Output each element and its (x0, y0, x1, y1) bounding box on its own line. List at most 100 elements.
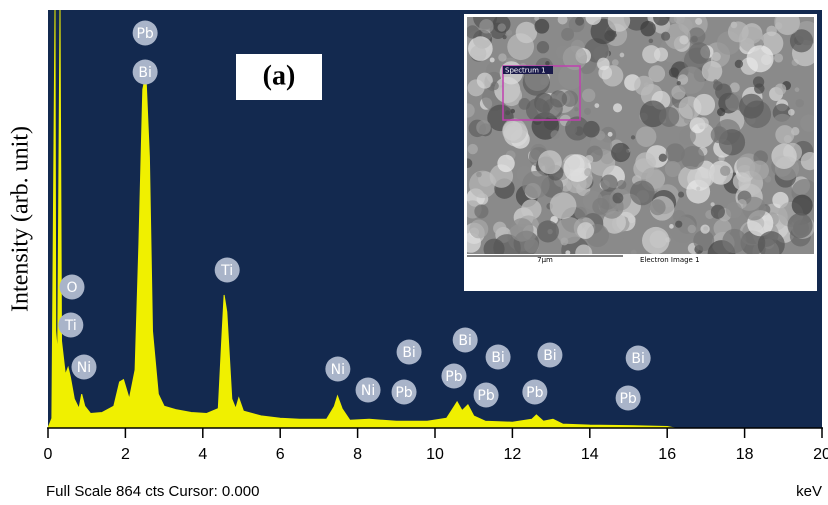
sem-grain (661, 32, 670, 41)
scale-label: 7µm (537, 256, 553, 264)
x-tick-label: 8 (353, 446, 362, 463)
sem-grain (476, 120, 491, 135)
sem-grain (537, 41, 549, 53)
sem-grain (510, 218, 534, 242)
sem-grain (669, 67, 679, 77)
sem-grain (678, 192, 684, 198)
inset: Spectrum 1 7µm Electron Image 1 (461, 5, 819, 291)
sem-grain (722, 229, 746, 253)
sem-grain (476, 172, 482, 178)
peak-label: Bi (458, 333, 472, 349)
sem-grain (715, 84, 732, 101)
sem-grain (613, 103, 622, 112)
x-tick-label: 6 (276, 446, 285, 463)
x-tick-label: 16 (658, 446, 676, 463)
sem-grain (537, 220, 559, 242)
panel-label: (a) (263, 60, 296, 91)
sem-grain (516, 22, 537, 43)
sem-grain (526, 98, 550, 122)
y-axis-label: Intensity (arb. unit) (8, 126, 34, 312)
sem-grain (634, 76, 654, 96)
sem-grain (642, 45, 660, 63)
sem-grain (640, 21, 655, 36)
sem-grain (775, 125, 794, 144)
sem-grain (575, 17, 584, 26)
sem-grain (688, 225, 696, 233)
sem-grain (574, 107, 578, 111)
sem-grain (550, 90, 567, 107)
sem-grain (498, 23, 506, 31)
sem-grain (616, 147, 629, 160)
sem-grain (735, 60, 743, 68)
x-tick-label: 20 (813, 446, 828, 463)
peak-label: Bi (631, 351, 645, 367)
sem-grain (577, 222, 594, 239)
sem-grain (594, 103, 599, 108)
sem-grain (711, 126, 728, 143)
sem-grain (535, 19, 550, 34)
sem-grain (545, 61, 550, 66)
sem-grain (720, 166, 730, 176)
sem-grain (795, 87, 800, 92)
sem-grain (669, 224, 674, 229)
sem-grain (713, 79, 718, 84)
sem-grain (538, 150, 562, 174)
sem-grain (612, 59, 619, 66)
peak-label: Ti (64, 318, 77, 334)
x-tick-label: 0 (44, 446, 53, 463)
peak-label: Pb (526, 385, 543, 401)
chart: PbBiOTiNiTiNiNiBiPbBiPbBiPbBiPbBiPb (a) … (0, 0, 828, 505)
peak-label: Bi (402, 345, 416, 361)
sem-grain (613, 33, 617, 37)
sem-grain (742, 197, 766, 221)
sem-grain (717, 108, 725, 116)
sem-grain (608, 132, 613, 137)
sem-grain (582, 89, 595, 102)
sem-grain (788, 213, 813, 238)
sem-grain (702, 61, 723, 82)
sem-grain (474, 204, 488, 218)
sem-grain (747, 45, 774, 72)
peak-label: Pb (477, 388, 494, 404)
sem-grain (550, 130, 559, 139)
sem-grain (466, 25, 479, 38)
sem-grain (739, 94, 764, 119)
peak-label: Pb (136, 26, 153, 42)
x-tick-label: 4 (198, 446, 207, 463)
x-tick-label: 10 (426, 446, 444, 463)
peak-label: Pb (445, 369, 462, 385)
sem-grain (670, 16, 677, 23)
sem-grain (636, 126, 657, 147)
sem-grain (649, 39, 654, 44)
sem-grain (675, 221, 682, 228)
sem-grain (600, 174, 617, 191)
sem-grain (695, 18, 702, 25)
sem-grain (597, 58, 610, 71)
sem-grain (795, 99, 803, 107)
peak-label: Bi (138, 65, 152, 81)
peak-label: Pb (395, 385, 412, 401)
sem-grain (468, 36, 493, 61)
sem-grain (617, 180, 627, 190)
sem-grain (733, 172, 751, 190)
sem-grain (620, 53, 625, 58)
sem-grain (584, 108, 591, 115)
sem-grain (695, 168, 714, 187)
peak-label: Ni (77, 360, 91, 376)
sem-grain (574, 207, 587, 220)
sem-grain (749, 161, 769, 181)
sem-grain (677, 81, 681, 85)
spectrum-label: Spectrum 1 (505, 67, 546, 75)
sem-grain (679, 35, 688, 44)
sem-grain (642, 227, 669, 254)
sem-grain (774, 53, 783, 62)
sem-grain (712, 52, 721, 61)
image-label: Electron Image 1 (640, 256, 700, 264)
sem-grain (659, 154, 667, 162)
x-tick-label: 14 (581, 446, 599, 463)
sem-grain (479, 19, 493, 33)
sem-grain (697, 117, 709, 129)
sem-grain (503, 121, 523, 141)
sem-grain (673, 210, 685, 222)
sem-grain (711, 205, 725, 219)
